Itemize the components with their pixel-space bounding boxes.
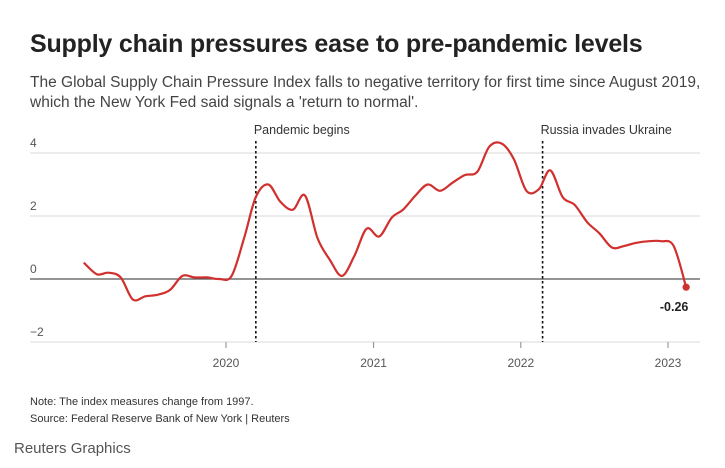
source-text: Source: Federal Reserve Bank of New York… [30,413,290,425]
end-value-label: -0.26 [660,300,689,314]
x-tick-label: 2022 [507,356,534,370]
line-chart: 4 2 0 −2 2020 2021 2022 2023 Pandemic begins Ru… [30,123,700,370]
chart-title: Supply chain pressures ease to pre-pande… [30,30,643,58]
series-layer: -0.26 [83,141,690,314]
y-tick-label: 2 [30,199,37,213]
note-text: Note: The index measures change from 199… [30,396,254,408]
y-tick-label: 4 [30,136,37,150]
x-tick-label: 2021 [360,356,387,370]
annotation-label: Russia invades Ukraine [541,123,672,137]
chart-notes: Note: The index measures change from 199… [30,394,290,428]
grid-lines [30,152,700,343]
event-annotations: Pandemic begins Russia invades Ukraine [254,123,672,342]
y-tick-label: 0 [30,262,37,276]
end-point-marker [682,283,690,291]
x-tick-label: 2020 [213,356,240,370]
brand-label: Reuters Graphics [14,440,131,457]
y-tick-label: −2 [30,325,44,339]
y-axis-ticks: 4 2 0 −2 [30,136,44,339]
series-line [83,141,688,302]
chart-subtitle: The Global Supply Chain Pressure Index f… [30,74,701,111]
x-axis-ticks: 2020 2021 2022 2023 [213,342,682,370]
annotation-label: Pandemic begins [254,123,350,137]
x-tick-label: 2023 [655,356,682,370]
